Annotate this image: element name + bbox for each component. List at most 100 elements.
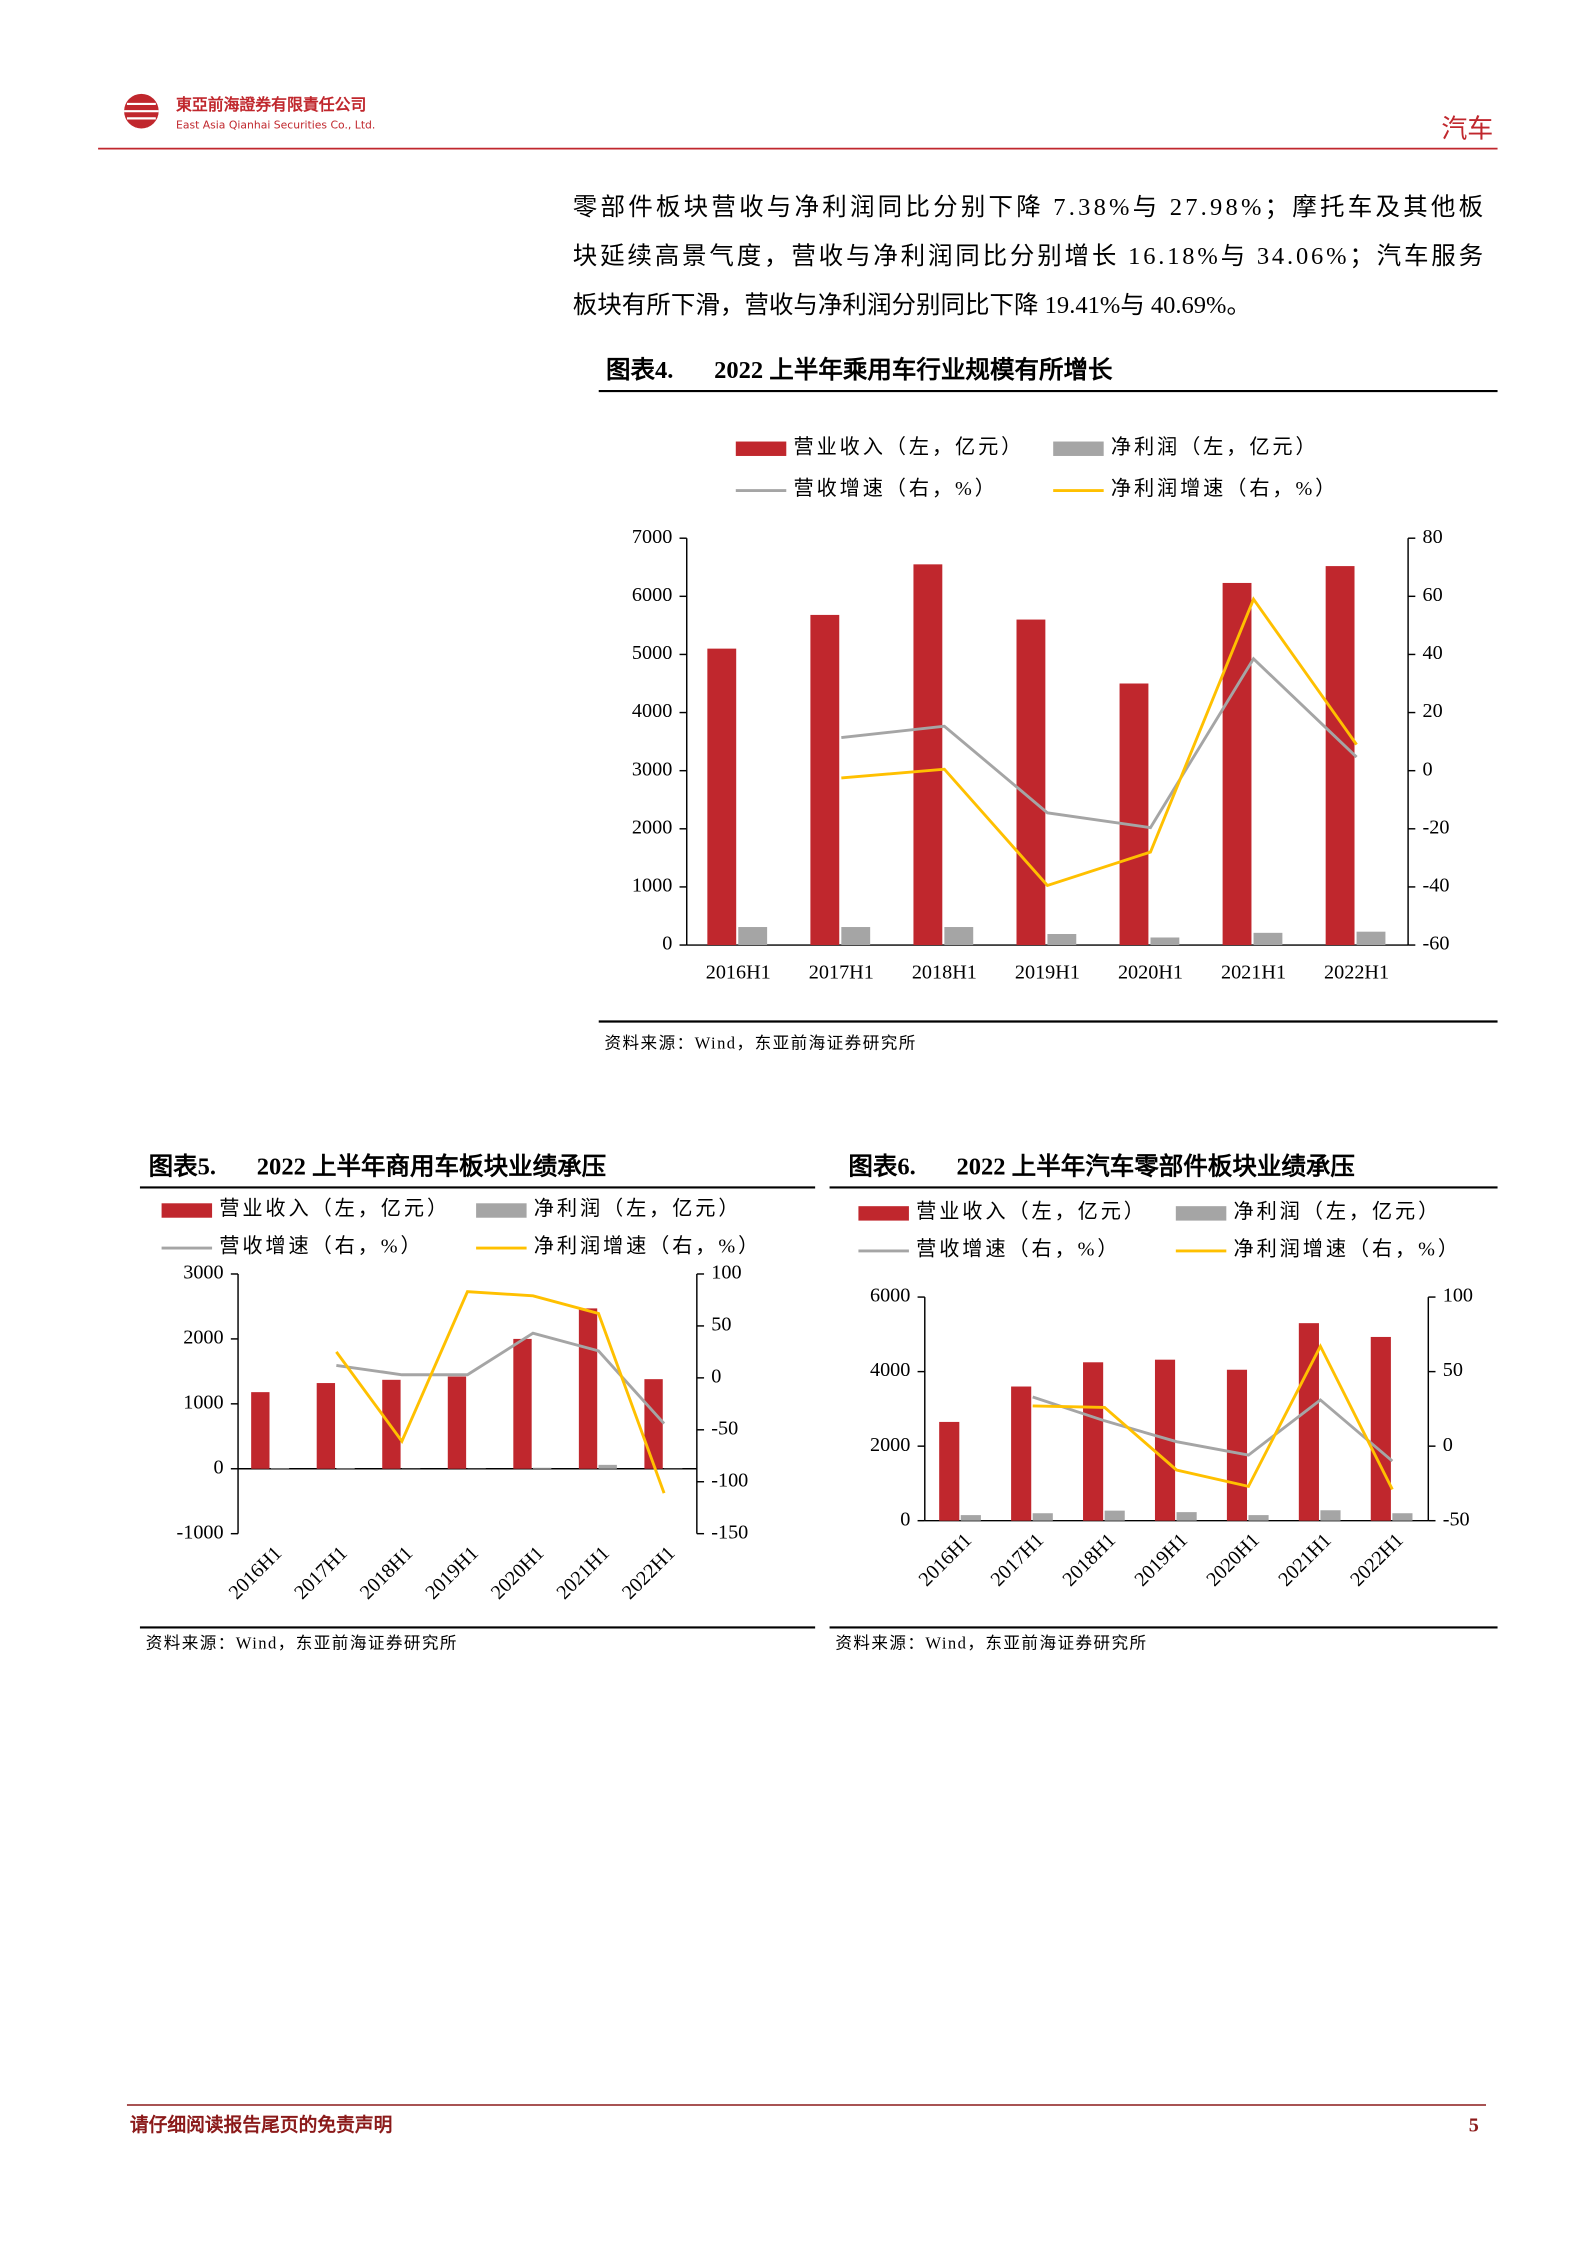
line (1032, 1343, 1394, 1491)
bar (1032, 1513, 1053, 1521)
bar (447, 1376, 467, 1469)
y2-tick-label: 0 (1443, 1434, 1453, 1456)
bar (598, 1464, 617, 1469)
legend-label: 净利润增速（右，%） (534, 1235, 761, 1258)
bar (810, 614, 840, 946)
bar (1150, 937, 1180, 946)
bar (1356, 931, 1386, 946)
bar (841, 927, 871, 946)
x-tick-label: 2021H1 (1274, 1529, 1336, 1591)
y-tick-label: 6000 (870, 1285, 910, 1307)
legend-swatch (476, 1203, 527, 1218)
legend-swatch (1175, 1206, 1227, 1221)
y-tick-label: 4000 (870, 1359, 910, 1381)
bar (1016, 619, 1046, 946)
source: 资料来源：Wind，东亚前海证券研究所 (146, 1634, 458, 1653)
x-tick-label: 2022H1 (1346, 1529, 1408, 1591)
y2-tick-label: -40 (1423, 875, 1450, 897)
figure-label: 图表5. (149, 1152, 216, 1180)
x-tick-label: 2016H1 (915, 1529, 977, 1591)
company-name-en: East Asia Qianhai Securities Co., Ltd. (176, 119, 375, 132)
x-tick-label: 2019H1 (1015, 962, 1080, 984)
source: 资料来源：Wind，东亚前海证券研究所 (835, 1634, 1147, 1653)
legend-label: 净利润（左，亿元） (534, 1197, 742, 1220)
x-tick-label: 2016H1 (706, 962, 771, 984)
y2-tick-label: 100 (711, 1262, 741, 1284)
bar (1298, 1323, 1319, 1521)
x-tick-label: 2019H1 (421, 1542, 483, 1604)
y2-tick-label: 100 (1443, 1285, 1473, 1307)
x-tick-label: 2018H1 (356, 1542, 418, 1604)
y-tick-label: 2000 (632, 816, 672, 838)
bar (251, 1392, 270, 1469)
disclaimer: 请仔细阅读报告尾页的免责声明 (130, 2113, 393, 2136)
bar (707, 648, 737, 946)
paragraph-line: 板块有所下滑，营收与净利润分别同比下降 19.41%与 40.69%。 (573, 291, 1251, 319)
x-tick-label: 2020H1 (1202, 1529, 1264, 1591)
y-tick-label: 1000 (183, 1391, 223, 1413)
x-tick-label: 2019H1 (1130, 1529, 1192, 1591)
legend-swatch (161, 1203, 213, 1218)
legend-label: 营收增速（右，%） (794, 477, 998, 500)
y-tick-label: 2000 (183, 1327, 223, 1349)
y-tick-label: 0 (662, 933, 672, 955)
legend-swatch (1053, 441, 1104, 456)
y-tick-label: 2000 (870, 1434, 910, 1456)
y-tick-label: 4000 (632, 700, 672, 722)
x-tick-label: 2017H1 (987, 1529, 1049, 1591)
line (1032, 1395, 1394, 1463)
bar (1083, 1362, 1104, 1521)
y2-tick-label: 0 (1423, 758, 1433, 780)
bar (1047, 934, 1077, 946)
section-name: 汽车 (1441, 114, 1493, 143)
y2-tick-label: 60 (1423, 584, 1443, 606)
x-tick-label: 2021H1 (552, 1542, 614, 1604)
figure-title: 2022 上半年汽车零部件板块业绩承压 (957, 1151, 1355, 1180)
bar (1325, 566, 1355, 946)
y2-tick-label: -50 (1443, 1508, 1470, 1530)
x-tick-label: 2022H1 (618, 1542, 680, 1604)
y-tick-label: 3000 (183, 1262, 223, 1284)
y-tick-label: 6000 (632, 584, 672, 606)
bar (532, 1467, 552, 1469)
line (841, 596, 1358, 888)
bar (1104, 1510, 1125, 1521)
x-tick-label: 2017H1 (290, 1542, 352, 1604)
y-tick-label: 1000 (632, 875, 672, 897)
company-name: 東亞前海證券有限責任公司 (176, 95, 366, 114)
figure-title: 2022 上半年商用车板块业绩承压 (257, 1151, 606, 1180)
y-tick-label: 3000 (632, 758, 672, 780)
y2-tick-label: 20 (1423, 700, 1443, 722)
bar (578, 1308, 598, 1469)
x-tick-label: 2020H1 (1118, 962, 1183, 984)
line (335, 1290, 666, 1494)
bar (336, 1468, 355, 1469)
line (841, 656, 1358, 830)
bar (513, 1338, 532, 1469)
y2-tick-label: 40 (1423, 642, 1443, 664)
source: 资料来源：Wind，东亚前海证券研究所 (605, 1033, 917, 1052)
legend-swatch (858, 1206, 909, 1221)
y2-tick-label: 80 (1423, 526, 1443, 548)
bar (1011, 1386, 1032, 1521)
y2-tick-label: 0 (711, 1366, 721, 1388)
y-tick-label: 5000 (632, 642, 672, 664)
bar (316, 1383, 336, 1469)
y2-tick-label: -150 (711, 1521, 748, 1543)
y2-tick-label: -20 (1423, 816, 1450, 838)
legend-label: 营业收入（左，亿元） (219, 1197, 450, 1220)
legend-label: 净利润（左，亿元） (1111, 435, 1319, 458)
x-tick-label: 2018H1 (912, 962, 977, 984)
y2-tick-label: -100 (711, 1469, 748, 1491)
paragraph-line: 块延续高景气度，营收与净利润同比分别增长 16.18%与 34.06%；汽车服务 (573, 242, 1483, 270)
y-tick-label: 0 (214, 1456, 224, 1478)
legend-label: 营业收入（左，亿元） (794, 435, 1025, 458)
bar (644, 1379, 663, 1469)
x-tick-label: 2018H1 (1059, 1529, 1121, 1591)
y-tick-label: 7000 (632, 526, 672, 548)
legend-label: 净利润增速（右，%） (1234, 1238, 1461, 1261)
figure-label: 图表4. (606, 356, 673, 384)
bar (1248, 1515, 1269, 1521)
line (336, 1331, 666, 1425)
